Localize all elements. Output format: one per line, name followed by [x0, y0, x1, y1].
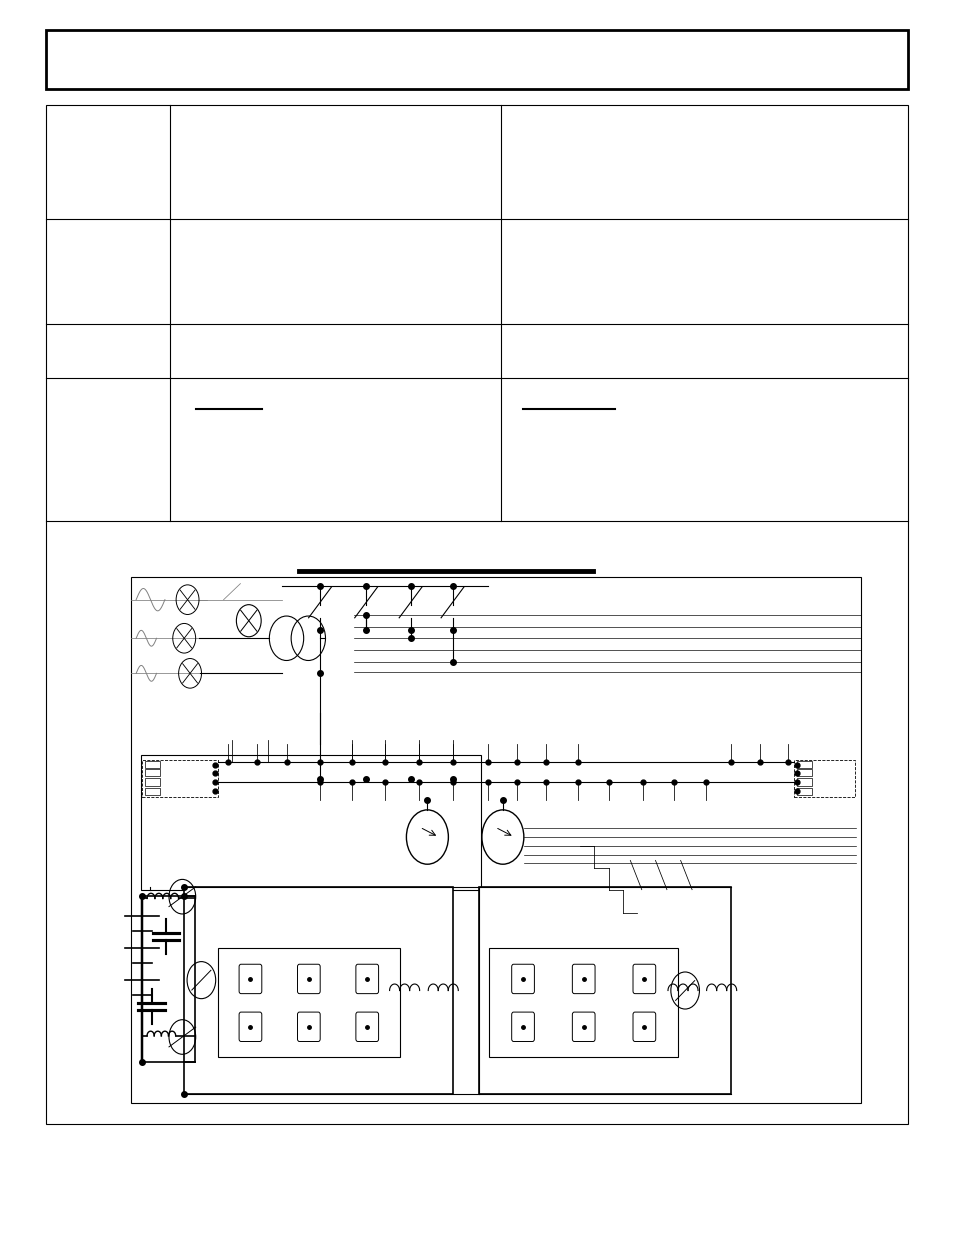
Bar — [145, 788, 160, 795]
Bar — [132, 577, 860, 1103]
FancyBboxPatch shape — [355, 965, 378, 994]
FancyBboxPatch shape — [239, 1013, 261, 1041]
FancyBboxPatch shape — [297, 1013, 320, 1041]
FancyBboxPatch shape — [633, 1013, 655, 1041]
Bar — [796, 761, 811, 768]
FancyBboxPatch shape — [297, 965, 320, 994]
Bar — [184, 887, 452, 1094]
Bar — [145, 769, 160, 777]
FancyBboxPatch shape — [511, 965, 534, 994]
FancyBboxPatch shape — [633, 965, 655, 994]
Bar — [217, 948, 399, 1057]
FancyBboxPatch shape — [355, 1013, 378, 1041]
Bar — [142, 760, 217, 798]
FancyBboxPatch shape — [572, 965, 595, 994]
FancyBboxPatch shape — [239, 965, 261, 994]
Bar — [145, 778, 160, 785]
Bar — [796, 769, 811, 777]
Bar — [478, 887, 730, 1094]
Bar — [796, 788, 811, 795]
FancyBboxPatch shape — [511, 1013, 534, 1041]
Bar — [796, 778, 811, 785]
Bar — [141, 755, 480, 889]
Bar — [46, 105, 907, 1124]
Bar — [488, 948, 678, 1057]
Bar — [145, 761, 160, 768]
FancyBboxPatch shape — [572, 1013, 595, 1041]
Bar — [793, 760, 854, 798]
Bar — [46, 30, 907, 89]
